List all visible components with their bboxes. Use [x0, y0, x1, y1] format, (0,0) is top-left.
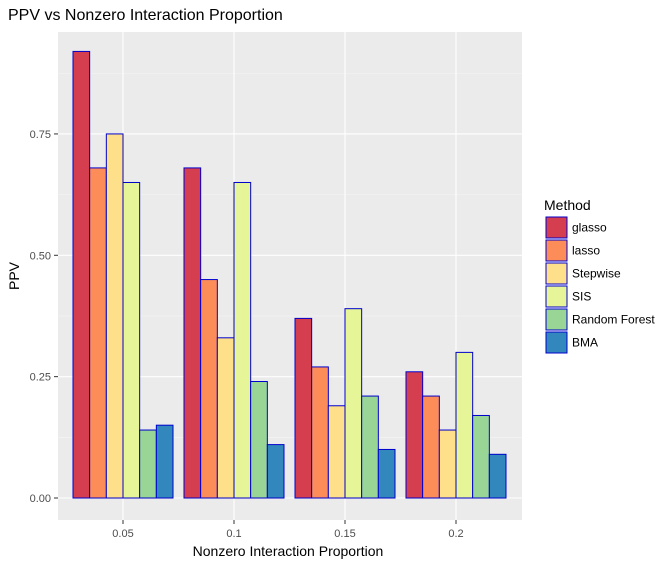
bar-bma-0.15: [377, 448, 396, 499]
bar-glasso-0.05: [72, 50, 91, 499]
bar-sis-0.15: [344, 308, 363, 499]
y-tick-label: 0.00: [30, 493, 51, 505]
bar-bma-0.05: [155, 424, 174, 499]
y-axis-ticks: 0.00 0.25 0.50 0.75: [30, 129, 58, 505]
bar-stepwise-0.2: [438, 429, 457, 499]
legend-label: glasso: [572, 221, 607, 235]
y-tick-label: 0.25: [30, 372, 51, 384]
bar-lasso-0.2: [422, 395, 440, 499]
legend-label: Random Forest: [572, 313, 655, 327]
y-tick-label: 0.75: [30, 129, 51, 141]
bar-glasso-0.15: [294, 317, 313, 499]
bar-random-forest-0.1: [250, 381, 268, 499]
x-tick-label: 0.1: [226, 528, 241, 540]
legend-title: Method: [544, 197, 591, 213]
bar-lasso-0.05: [89, 167, 107, 499]
legend-key-stepwise: [545, 262, 568, 285]
legend-label: BMA: [572, 336, 598, 350]
legend-label: Stepwise: [572, 267, 621, 281]
y-axis-title: PPV: [6, 261, 22, 290]
bar-bma-0.2: [488, 453, 507, 499]
bar-random-forest-0.15: [361, 395, 379, 499]
bar-lasso-0.1: [200, 279, 218, 499]
x-axis-ticks: 0.05 0.1 0.15 0.2: [112, 520, 464, 540]
legend-key-random-forest: [545, 308, 568, 331]
bar-stepwise-0.1: [216, 337, 235, 499]
bar-random-forest-0.2: [472, 414, 490, 499]
legend: Method glasso lasso Stepwise SIS Random Fore…: [544, 197, 655, 354]
x-tick-label: 0.15: [334, 528, 355, 540]
bar-stepwise-0.05: [105, 133, 124, 499]
bar-glasso-0.2: [405, 371, 424, 499]
x-axis-title: Nonzero Interaction Proportion: [193, 543, 384, 559]
bar-glasso-0.1: [183, 167, 202, 499]
bar-random-forest-0.05: [139, 429, 157, 499]
legend-items: glasso lasso Stepwise SIS Random Forest BMA: [545, 216, 655, 354]
bar-sis-0.05: [122, 181, 141, 499]
y-tick-label: 0.50: [30, 250, 51, 262]
plot-panel: [58, 32, 522, 520]
bar-lasso-0.15: [311, 366, 329, 499]
x-tick-label: 0.2: [448, 528, 463, 540]
legend-key-sis: [545, 285, 568, 308]
bar-sis-0.1: [233, 181, 252, 499]
chart-title: PPV vs Nonzero Interaction Proportion: [8, 7, 283, 24]
legend-key-glasso: [545, 216, 568, 239]
x-tick-label: 0.05: [112, 528, 133, 540]
bars: [72, 50, 507, 499]
bar-stepwise-0.15: [327, 405, 346, 499]
legend-key-lasso: [545, 239, 568, 262]
legend-label: lasso: [572, 244, 600, 258]
legend-label: SIS: [572, 290, 591, 304]
legend-key-bma: [545, 331, 568, 354]
bar-bma-0.1: [266, 444, 285, 499]
bar-sis-0.2: [455, 351, 474, 499]
